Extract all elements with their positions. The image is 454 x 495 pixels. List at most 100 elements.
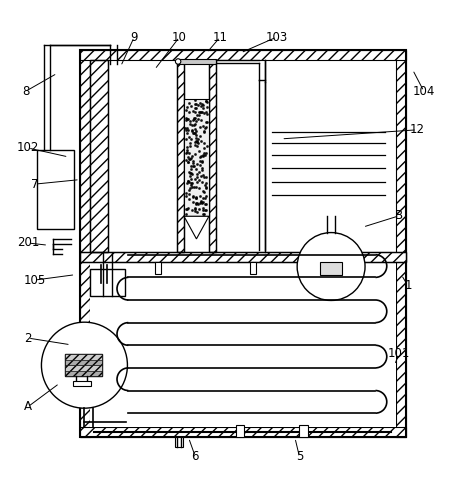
Point: [199, 206, 206, 214]
Point: [199, 187, 207, 195]
Point: [199, 104, 207, 112]
Point: [200, 139, 207, 147]
Point: [202, 108, 209, 116]
Point: [201, 150, 208, 158]
Point: [190, 183, 197, 191]
Point: [190, 129, 197, 137]
Point: [194, 135, 202, 143]
Point: [185, 177, 192, 185]
Point: [186, 148, 193, 156]
Bar: [177, 60, 184, 252]
Point: [192, 200, 200, 208]
Point: [197, 152, 204, 160]
Text: 9: 9: [130, 31, 138, 44]
Point: [192, 194, 200, 202]
Bar: [154, 262, 161, 274]
Text: 103: 103: [266, 31, 288, 44]
Bar: [90, 269, 125, 297]
Circle shape: [41, 322, 128, 408]
Point: [197, 157, 204, 165]
Point: [203, 183, 210, 191]
Point: [201, 109, 208, 117]
Point: [195, 115, 202, 123]
Point: [190, 162, 197, 170]
Point: [183, 103, 191, 111]
Bar: [250, 262, 257, 274]
Point: [194, 200, 201, 208]
Point: [193, 173, 201, 181]
Point: [195, 176, 202, 184]
Point: [184, 153, 192, 161]
Point: [193, 160, 201, 168]
Point: [183, 156, 190, 164]
Point: [196, 123, 203, 131]
Bar: [175, 437, 183, 446]
Point: [182, 126, 189, 134]
Bar: [300, 425, 307, 437]
Point: [194, 178, 201, 186]
Point: [192, 199, 199, 207]
Bar: [65, 354, 102, 359]
Point: [202, 118, 210, 126]
Point: [182, 149, 189, 157]
Point: [200, 210, 207, 218]
Point: [193, 208, 201, 216]
Text: A: A: [24, 400, 32, 413]
Point: [187, 154, 194, 162]
Text: 12: 12: [410, 123, 424, 136]
Circle shape: [175, 59, 181, 64]
Point: [191, 207, 198, 215]
Point: [189, 152, 196, 160]
Point: [197, 108, 205, 116]
Point: [199, 151, 206, 159]
Point: [185, 196, 192, 203]
Text: 201: 201: [17, 237, 39, 249]
Point: [199, 152, 207, 160]
Point: [192, 193, 200, 200]
Point: [198, 164, 206, 172]
Point: [183, 125, 191, 133]
Text: 8: 8: [22, 85, 29, 98]
Point: [202, 179, 209, 187]
Bar: [65, 365, 102, 371]
Point: [194, 111, 201, 119]
Point: [200, 101, 207, 109]
Bar: [177, 59, 216, 64]
Point: [201, 189, 208, 197]
Point: [193, 199, 201, 207]
Bar: [320, 262, 342, 275]
Point: [202, 124, 209, 132]
Point: [202, 199, 210, 207]
Bar: [177, 60, 184, 252]
Circle shape: [297, 233, 365, 300]
Point: [183, 129, 191, 137]
Point: [183, 205, 190, 213]
Text: 104: 104: [413, 85, 435, 98]
Point: [182, 106, 189, 114]
Point: [186, 191, 193, 198]
Point: [188, 170, 195, 178]
Point: [187, 162, 194, 170]
Point: [195, 108, 202, 116]
Point: [188, 175, 195, 183]
Point: [185, 99, 192, 107]
Bar: [209, 60, 216, 252]
Point: [200, 173, 207, 181]
Point: [186, 172, 193, 180]
Point: [202, 200, 209, 208]
Point: [185, 158, 192, 166]
Point: [191, 104, 198, 112]
Point: [189, 192, 196, 200]
Point: [192, 129, 199, 137]
Point: [203, 142, 211, 149]
Point: [200, 198, 207, 206]
Point: [200, 172, 207, 180]
Point: [190, 162, 197, 170]
Point: [202, 193, 210, 200]
Point: [197, 172, 204, 180]
Point: [198, 166, 205, 174]
Point: [197, 99, 204, 107]
Point: [183, 143, 191, 150]
Point: [190, 115, 197, 123]
Point: [192, 117, 199, 125]
